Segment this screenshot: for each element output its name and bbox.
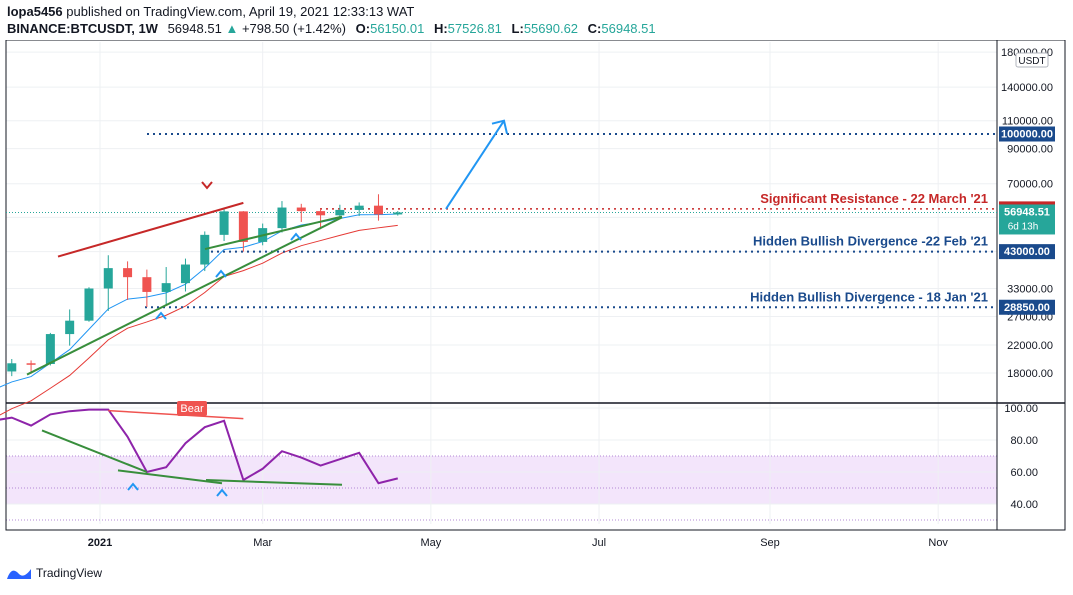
bear-badge xyxy=(177,401,207,416)
candle-up xyxy=(354,205,364,210)
y-tick-label: 33000.00 xyxy=(1007,284,1053,296)
support-trendline-short xyxy=(204,215,343,251)
x-tick-label: Sep xyxy=(760,537,780,549)
candle-up xyxy=(393,212,403,215)
x-tick-label: Nov xyxy=(928,537,948,549)
currency-label: USDT xyxy=(1018,56,1045,67)
close-value: 56948.51 xyxy=(601,21,656,36)
chevron-up-icon xyxy=(215,269,227,278)
close-label: C: xyxy=(587,21,602,36)
publish-line: lopa5456 published on TradingView.com, A… xyxy=(7,4,414,19)
resistance-trendline xyxy=(57,201,244,258)
candle-down xyxy=(26,363,36,365)
rsi-tick-label: 80.00 xyxy=(1010,435,1038,447)
rsi-bull-line-2 xyxy=(117,469,223,485)
high-label: H: xyxy=(433,21,448,36)
candle-up xyxy=(65,320,75,335)
candle-down xyxy=(123,268,133,278)
rsi-bull-line-3 xyxy=(205,479,343,486)
price-pane xyxy=(6,42,997,402)
tradingview-footer[interactable]: TradingView xyxy=(6,566,102,580)
candle-down xyxy=(238,211,248,242)
support-trendline xyxy=(26,216,343,376)
rsi-tick-label: 100.00 xyxy=(1004,403,1038,415)
x-tick-label: Jul xyxy=(592,537,606,549)
price-axis-label-text: 56948.51 xyxy=(1004,206,1050,218)
y-tick-label: 110000.00 xyxy=(1002,116,1053,128)
price-axis-label-text: 43000.00 xyxy=(1004,246,1050,258)
y-tick-label: 18000.00 xyxy=(1007,368,1053,380)
candle-down xyxy=(316,211,326,216)
chart-frame xyxy=(5,40,1066,531)
projection-arrow xyxy=(445,120,505,210)
last-price: 56948.51 xyxy=(167,21,222,36)
projection-arrowhead xyxy=(491,119,508,134)
annotation-label: Significant Resistance - 22 March '21 xyxy=(760,191,988,206)
candle-up xyxy=(277,207,287,229)
candle-up xyxy=(45,334,55,365)
currency-badge xyxy=(1015,52,1049,68)
high-value: 57526.81 xyxy=(447,21,502,36)
candle-up xyxy=(335,209,345,216)
rsi-tick-label: 40.00 xyxy=(1010,499,1038,511)
chevron-up-icon xyxy=(155,311,167,320)
candle-up xyxy=(103,268,113,289)
candle-down xyxy=(296,207,306,212)
ohlc-legend: BINANCE:BTCUSDT, 1W 56948.51 ▲ +798.50 (… xyxy=(7,21,656,36)
candle-up xyxy=(219,211,229,235)
x-tick-label: Mar xyxy=(253,537,272,549)
low-label: L: xyxy=(511,21,524,36)
y-tick-label: 70000.00 xyxy=(1007,179,1053,191)
price-axis-label-text: 28850.00 xyxy=(1004,302,1050,314)
brand-name: TradingView xyxy=(36,566,103,580)
candle-up xyxy=(84,288,94,321)
y-tick-label: 140000.00 xyxy=(1001,82,1053,94)
rsi-band xyxy=(6,456,997,504)
x-tick-label: 2021 xyxy=(88,537,112,549)
candle-down xyxy=(373,205,383,215)
annotation-label: Hidden Bullish Divergence - 18 Jan '21 xyxy=(750,289,988,304)
price-change: +798.50 (+1.42%) xyxy=(241,21,347,36)
candle-up xyxy=(180,264,190,284)
chevron-up-icon xyxy=(216,488,228,497)
chevron-up-icon xyxy=(127,482,139,491)
chevron-down-icon xyxy=(201,181,213,190)
ema-slow-line xyxy=(0,224,398,416)
countdown-label: 6d 13h xyxy=(1008,221,1039,232)
rsi-bull-line-1 xyxy=(41,429,148,473)
chevron-up-icon xyxy=(290,232,302,241)
open-label: O: xyxy=(355,21,371,36)
rsi-bear-divergence xyxy=(108,409,244,420)
price-axis-label xyxy=(999,126,1055,142)
candle-up xyxy=(200,234,210,265)
candle-down xyxy=(142,277,152,292)
bear-badge-label: Bear xyxy=(180,403,204,415)
candle-up xyxy=(161,283,171,292)
y-tick-label: 90000.00 xyxy=(1007,144,1053,156)
price-axis-label xyxy=(999,204,1055,235)
symbol-label[interactable]: BINANCE:BTCUSDT, 1W xyxy=(7,21,158,36)
price-axis-label-text: 100000.00 xyxy=(1001,129,1053,141)
y-tick-label: 22000.00 xyxy=(1007,340,1053,352)
change-up-icon: ▲ xyxy=(225,21,239,36)
author-name[interactable]: lopa5456 xyxy=(7,4,63,19)
x-tick-label: May xyxy=(420,537,441,549)
published-text: published on TradingView.com, April 19, … xyxy=(66,4,415,19)
tradingview-logo-icon xyxy=(7,569,31,579)
annotation-label: Hidden Bullish Divergence -22 Feb '21 xyxy=(753,234,988,249)
rsi-tick-label: 60.00 xyxy=(1010,467,1038,479)
rsi-line xyxy=(0,408,399,485)
price-axis-label xyxy=(999,299,1055,315)
candle-up xyxy=(7,363,17,372)
price-axis-label xyxy=(999,244,1055,260)
price-chart[interactable]: 2021MarMayJulSepNov2022180000.00140000.0… xyxy=(0,40,1073,560)
open-value: 56150.01 xyxy=(370,21,425,36)
low-value: 55690.62 xyxy=(523,21,579,36)
